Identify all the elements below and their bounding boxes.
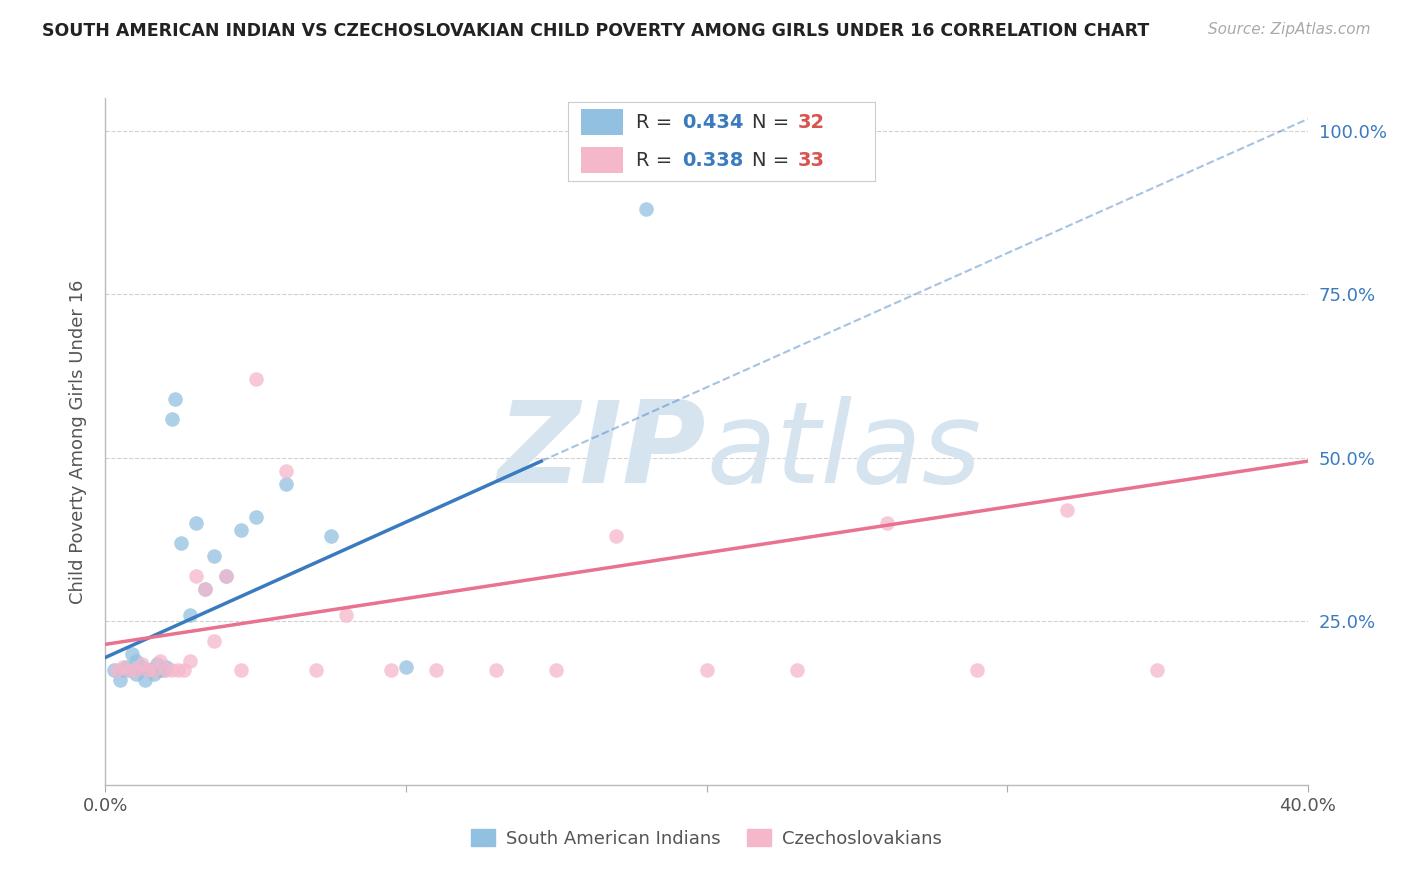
Point [145, 657, 167, 671]
Point [107, 664, 129, 678]
Point [169, 536, 191, 550]
Point [380, 664, 402, 678]
Point [335, 607, 357, 622]
Text: ZIP: ZIP [498, 396, 707, 508]
Point [112, 664, 135, 678]
Point [179, 654, 201, 668]
Point [139, 664, 162, 678]
Point [128, 664, 150, 678]
Point [124, 654, 146, 668]
Point [425, 664, 447, 678]
Point [395, 660, 418, 674]
Point [245, 372, 267, 386]
Point [131, 660, 153, 674]
Point [305, 664, 328, 678]
Point [184, 516, 207, 531]
Point [786, 664, 808, 678]
Point [1056, 503, 1078, 517]
Point [166, 664, 188, 678]
Point [636, 202, 658, 217]
Point [155, 660, 177, 674]
Point [124, 666, 146, 681]
Point [136, 664, 159, 678]
Point [1146, 664, 1168, 678]
Point [155, 664, 177, 678]
Point [202, 634, 225, 648]
Point [136, 664, 159, 678]
Point [115, 660, 138, 674]
Point [179, 607, 201, 622]
Point [160, 411, 183, 425]
Point [118, 664, 141, 678]
Y-axis label: Child Poverty Among Girls Under 16: Child Poverty Among Girls Under 16 [69, 279, 87, 604]
Point [160, 664, 183, 678]
Point [214, 568, 236, 582]
Point [194, 582, 217, 596]
Point [194, 582, 217, 596]
Point [148, 664, 170, 678]
Point [229, 664, 252, 678]
Point [131, 657, 153, 671]
Point [319, 529, 342, 543]
Point [142, 666, 165, 681]
Point [134, 673, 156, 688]
Point [118, 664, 141, 678]
Point [876, 516, 898, 531]
Text: SOUTH AMERICAN INDIAN VS CZECHOSLOVAKIAN CHILD POVERTY AMONG GIRLS UNDER 16 CORR: SOUTH AMERICAN INDIAN VS CZECHOSLOVAKIAN… [42, 22, 1150, 40]
Point [148, 654, 170, 668]
Point [274, 464, 297, 478]
Text: atlas: atlas [707, 396, 981, 508]
Point [202, 549, 225, 563]
Point [485, 664, 508, 678]
Point [173, 664, 195, 678]
Legend: South American Indians, Czechoslovakians: South American Indians, Czechoslovakians [464, 822, 949, 855]
Point [103, 664, 125, 678]
Point [605, 529, 627, 543]
Point [245, 509, 267, 524]
Point [124, 664, 146, 678]
Point [142, 664, 165, 678]
Point [184, 568, 207, 582]
Point [274, 477, 297, 491]
Point [229, 523, 252, 537]
Point [110, 673, 132, 688]
Point [966, 664, 988, 678]
Point [152, 664, 174, 678]
Point [163, 392, 186, 406]
Point [696, 664, 718, 678]
Point [546, 664, 568, 678]
Point [214, 568, 236, 582]
Text: Source: ZipAtlas.com: Source: ZipAtlas.com [1208, 22, 1371, 37]
Point [112, 660, 135, 674]
Point [121, 647, 143, 661]
